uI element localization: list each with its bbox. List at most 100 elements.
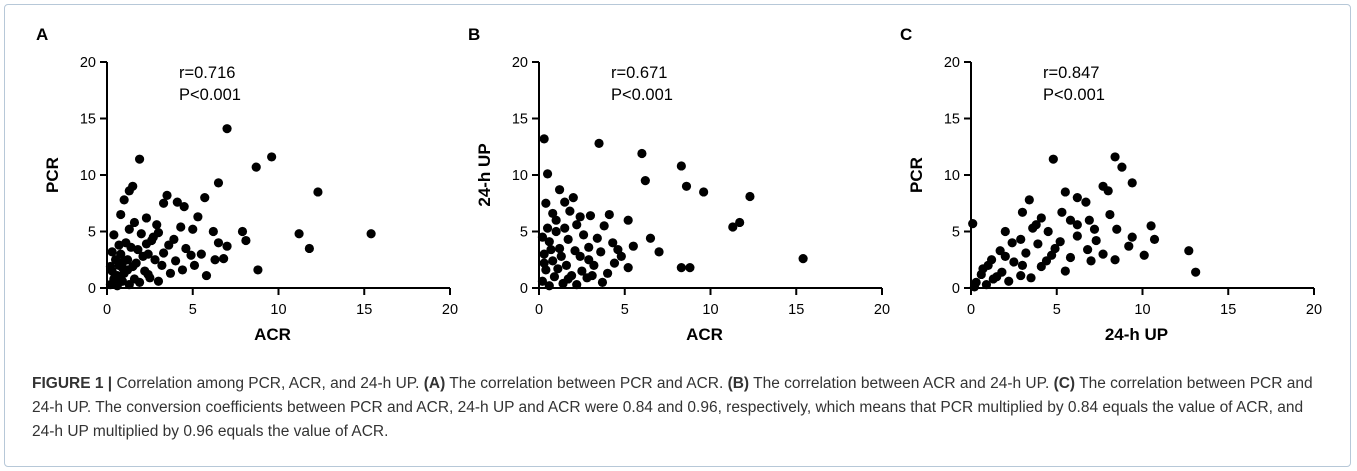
data-point (107, 247, 117, 257)
data-point (560, 197, 570, 207)
data-point (1026, 273, 1036, 283)
panel-letter: B (468, 25, 480, 44)
data-point (143, 269, 153, 280)
y-tick-label: 10 (944, 168, 960, 184)
x-tick-label: 0 (967, 302, 975, 318)
data-point (1110, 255, 1120, 265)
x-tick-label: 10 (702, 302, 718, 318)
data-point (1017, 260, 1028, 270)
data-point (162, 190, 172, 200)
correlation-annotation: r=0.847 (1043, 64, 1099, 82)
data-point (114, 240, 124, 250)
caption-a-text: The correlation between PCR and ACR. (445, 375, 728, 392)
x-axis-title: ACR (254, 325, 291, 344)
x-tick-label: 15 (356, 302, 372, 318)
data-point (584, 255, 594, 265)
data-point (138, 251, 148, 261)
data-point (594, 138, 604, 148)
data-point (604, 209, 614, 220)
data-point (563, 234, 573, 245)
data-point (1017, 207, 1028, 217)
data-point (193, 212, 203, 222)
data-point (584, 242, 594, 252)
x-tick-label: 10 (1134, 302, 1150, 318)
data-point (572, 280, 582, 290)
data-point (141, 239, 152, 249)
data-point (267, 152, 277, 162)
data-point (131, 258, 141, 268)
y-tick-label: 20 (512, 55, 528, 71)
data-point (539, 249, 549, 259)
data-point (560, 223, 570, 233)
x-tick-label: 20 (442, 302, 458, 318)
x-axis-title: 24-h UP (1105, 325, 1168, 344)
data-point (992, 272, 1002, 282)
data-point (141, 213, 152, 223)
data-point (623, 263, 633, 273)
data-point (110, 277, 121, 287)
data-point (544, 237, 554, 247)
data-point (645, 233, 656, 243)
y-tick-label: 10 (512, 168, 528, 184)
y-tick-label: 5 (520, 225, 528, 241)
data-point (1065, 215, 1076, 225)
caption-c-tag: (C) (1053, 375, 1076, 392)
data-point (1072, 193, 1082, 203)
data-point (539, 134, 549, 144)
data-point (1103, 186, 1113, 196)
data-point (637, 148, 647, 159)
data-point (1072, 220, 1082, 230)
x-tick-label: 15 (1220, 302, 1236, 318)
data-point (592, 233, 602, 243)
data-point (208, 226, 218, 237)
data-point (1000, 226, 1010, 237)
data-point (1110, 152, 1120, 162)
data-point (1139, 250, 1149, 260)
data-point (172, 197, 182, 207)
data-point (554, 185, 565, 195)
data-point (251, 162, 261, 172)
x-tick-label: 15 (788, 302, 804, 318)
figure-frame (4, 4, 1351, 467)
data-point (196, 249, 206, 259)
data-point (1043, 226, 1053, 237)
data-point (165, 268, 176, 278)
y-tick-label: 15 (512, 112, 528, 128)
caption-b-text: The correlation between ACR and 24-h UP. (749, 375, 1054, 392)
data-point (681, 181, 692, 191)
data-point (134, 277, 145, 287)
data-point (1124, 241, 1134, 251)
data-point (654, 247, 664, 257)
data-point (968, 218, 978, 229)
data-point (563, 274, 573, 284)
correlation-annotation: P<0.001 (179, 86, 241, 104)
y-tick-label: 0 (952, 281, 960, 297)
correlation-annotation: r=0.716 (179, 64, 235, 82)
data-point (1105, 209, 1115, 220)
data-point (1016, 234, 1026, 245)
data-point (685, 263, 695, 273)
caption-a-tag: (A) (423, 375, 446, 392)
data-point (551, 226, 561, 237)
data-point (213, 178, 224, 188)
data-point (542, 169, 553, 179)
data-point (1036, 213, 1046, 223)
data-point (640, 176, 650, 186)
caption-b-tag: (B) (727, 375, 750, 392)
data-point (549, 272, 560, 282)
data-point (157, 260, 167, 270)
data-point (171, 256, 181, 266)
data-point (597, 277, 608, 287)
data-point (1041, 256, 1052, 266)
data-point (366, 229, 376, 239)
y-tick-label: 10 (80, 168, 96, 184)
data-point (1184, 246, 1194, 256)
data-point (1084, 215, 1094, 225)
data-point (585, 211, 596, 221)
data-point (587, 270, 597, 281)
data-point (565, 206, 575, 216)
panel-letter: C (900, 25, 912, 44)
correlation-annotation: P<0.001 (611, 86, 673, 104)
data-point (986, 255, 997, 265)
data-point (253, 265, 263, 275)
